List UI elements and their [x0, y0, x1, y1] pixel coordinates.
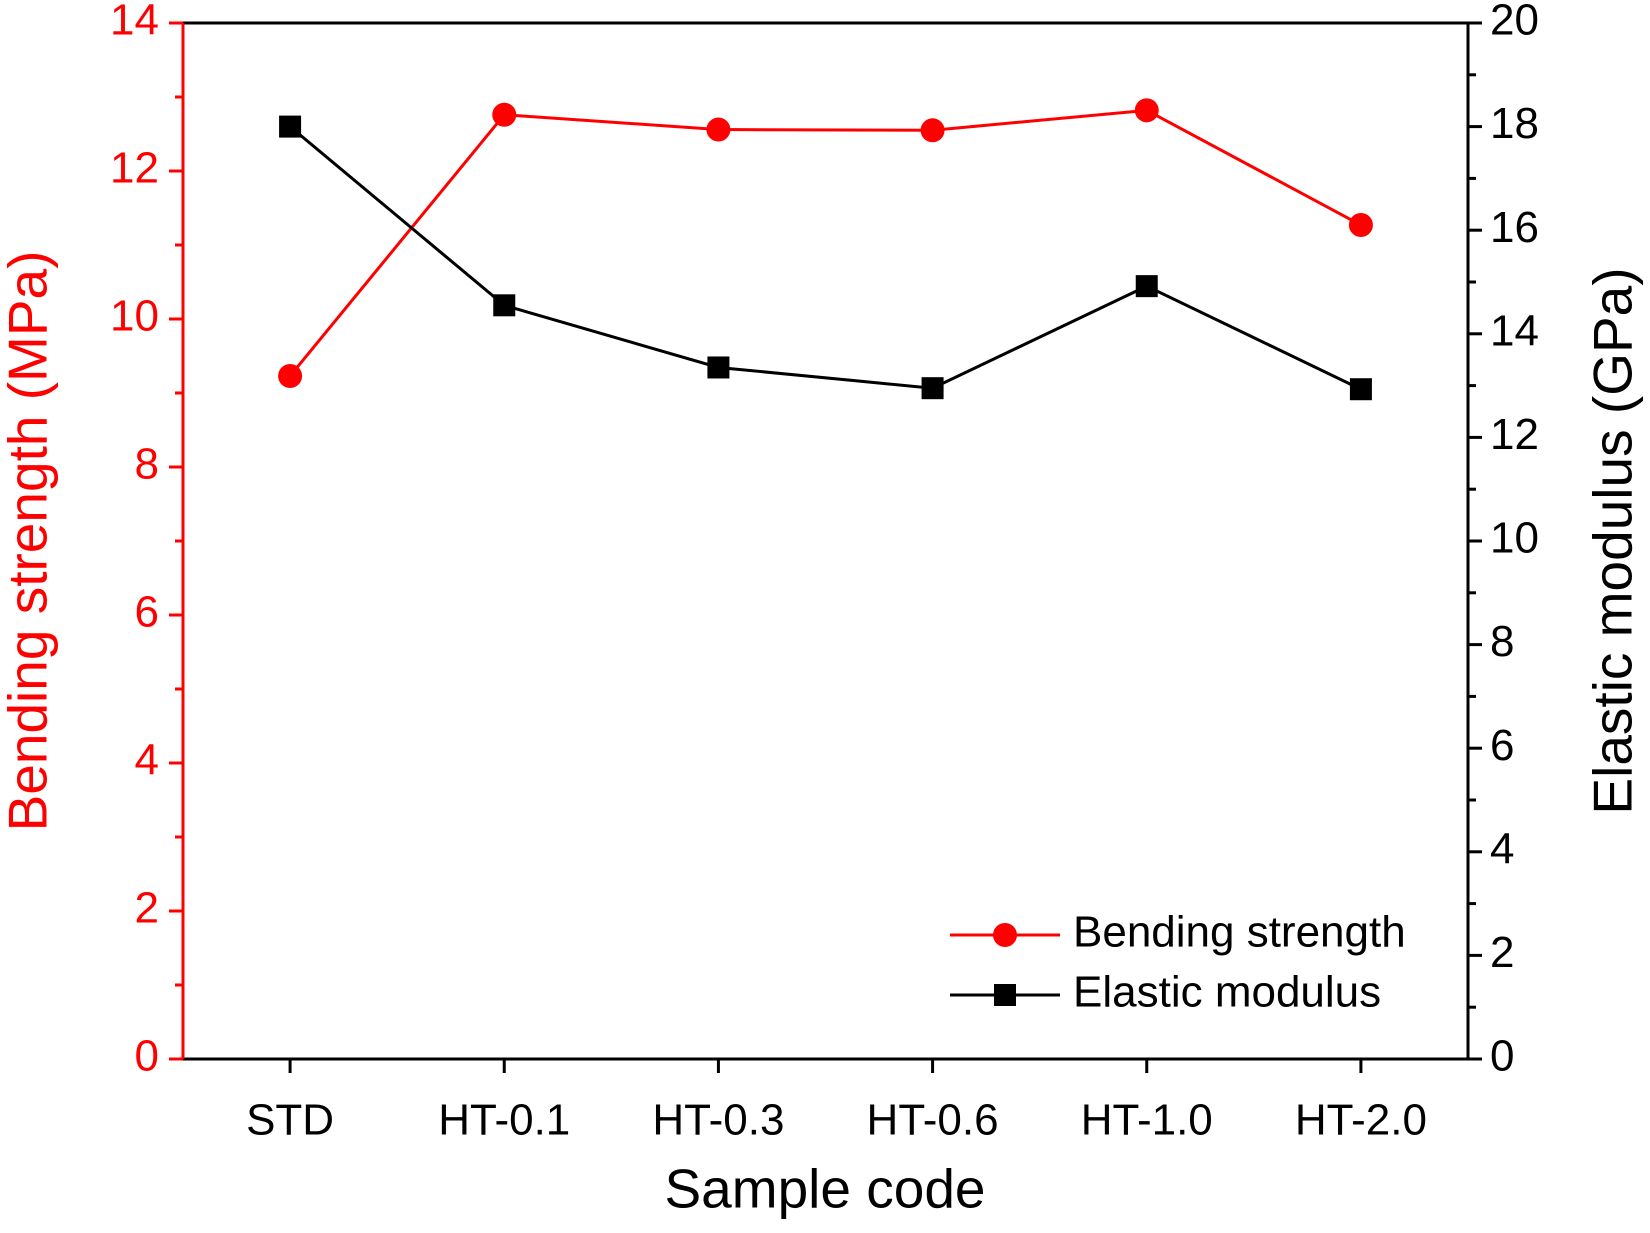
y2-tick-label: 0 [1490, 1032, 1514, 1081]
series-line [288, 108, 1362, 377]
y2-tick-label: 6 [1490, 721, 1514, 770]
y2-tick-label: 20 [1490, 0, 1539, 45]
series-line [289, 125, 1362, 391]
y2-tick-label: 14 [1490, 306, 1539, 355]
data-point [492, 102, 517, 127]
legend-marker [993, 923, 1017, 947]
legend-label: Elastic modulus [1073, 968, 1381, 1017]
x-tick-label: HT-0.6 [867, 1096, 999, 1145]
y-tick-label: 0 [135, 1032, 159, 1081]
y-axis-title: Bending strength (MPa) [0, 251, 59, 832]
y2-axis-title: Elastic modulus (GPa) [1582, 267, 1644, 814]
y-tick-label: 14 [110, 0, 159, 45]
x-tick-label: HT-2.0 [1295, 1096, 1427, 1145]
y-tick-label: 6 [135, 588, 159, 637]
data-point [493, 294, 516, 317]
y2-tick-label: 8 [1490, 617, 1514, 666]
x-tick-label: HT-0.1 [438, 1096, 570, 1145]
data-point [707, 356, 730, 379]
data-point [1349, 378, 1372, 401]
x-tick-label: HT-1.0 [1081, 1096, 1213, 1145]
data-point [279, 115, 302, 138]
y2-tick-label: 12 [1490, 410, 1539, 459]
y2-tick-label: 16 [1490, 203, 1539, 252]
data-point [1348, 213, 1373, 238]
y-tick-label: 10 [110, 292, 159, 341]
y-tick-label: 2 [135, 884, 159, 933]
data-point [921, 377, 944, 400]
x-tick-label: STD [246, 1096, 334, 1145]
y2-tick-label: 18 [1490, 99, 1539, 148]
legend-label: Bending strength [1073, 908, 1406, 957]
y-tick-label: 12 [110, 144, 159, 193]
x-axis-title: Sample code [664, 1158, 985, 1220]
y2-tick-label: 4 [1490, 824, 1514, 873]
y-tick-label: 4 [135, 736, 159, 785]
data-point [278, 363, 303, 388]
x-tick-label: HT-0.3 [652, 1096, 784, 1145]
legend-marker [994, 984, 1016, 1006]
y-tick-label: 8 [135, 440, 159, 489]
y2-tick-label: 10 [1490, 514, 1539, 563]
data-point [1134, 98, 1159, 123]
y2-tick-label: 2 [1490, 928, 1514, 977]
data-point [1135, 275, 1158, 298]
data-point [706, 117, 731, 142]
data-point [920, 118, 945, 143]
